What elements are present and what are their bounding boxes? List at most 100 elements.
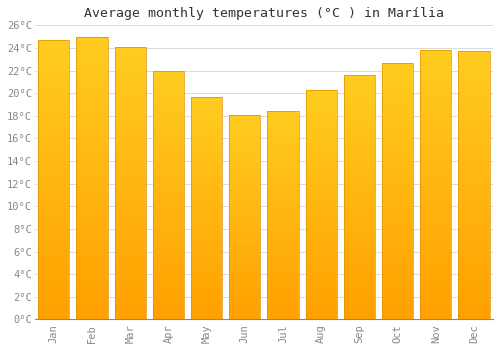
Bar [420,296,452,299]
Bar [382,255,413,258]
Bar [382,310,413,313]
Bar [420,229,452,232]
Bar [76,270,108,273]
Bar [344,185,375,188]
Bar [306,222,337,225]
Bar [229,268,260,271]
Bar [152,241,184,245]
Bar [306,127,337,130]
Bar [458,266,490,269]
Bar [344,182,375,185]
Bar [76,100,108,104]
Bar [191,141,222,144]
Bar [76,61,108,65]
Bar [344,197,375,200]
Bar [382,214,413,217]
Bar [268,267,298,270]
Bar [152,257,184,260]
Bar [191,250,222,253]
Bar [458,159,490,162]
Bar [76,51,108,54]
Bar [306,147,337,150]
Bar [306,167,337,170]
Bar [229,258,260,260]
Bar [458,306,490,309]
Bar [344,255,375,258]
Bar [458,152,490,155]
Bar [152,217,184,220]
Bar [382,294,413,297]
Bar [191,122,222,124]
Bar [306,153,337,156]
Bar [420,282,452,286]
Bar [191,119,222,122]
Bar [306,90,337,320]
Bar [152,176,184,180]
Bar [229,186,260,189]
Bar [191,286,222,289]
Bar [38,288,70,292]
Bar [114,244,146,248]
Bar [458,256,490,259]
Bar [344,75,375,320]
Bar [76,214,108,217]
Bar [38,162,70,166]
Bar [229,235,260,238]
Bar [344,164,375,167]
Bar [458,125,490,128]
Bar [306,262,337,265]
Bar [306,187,337,190]
Bar [229,219,260,222]
Bar [229,135,260,138]
Bar [229,222,260,225]
Bar [420,272,452,276]
Bar [344,173,375,176]
Bar [191,166,222,169]
Bar [191,228,222,230]
Bar [191,183,222,186]
Bar [306,245,337,248]
Bar [420,191,452,195]
Bar [152,195,184,198]
Bar [420,175,452,178]
Bar [114,258,146,261]
Bar [38,190,70,194]
Bar [268,166,298,168]
Bar [268,299,298,301]
Bar [306,193,337,196]
Bar [420,313,452,316]
Bar [114,306,146,309]
Bar [191,194,222,197]
Bar [229,273,260,276]
Bar [306,133,337,136]
Bar [152,120,184,124]
Bar [306,190,337,193]
Bar [152,295,184,298]
Bar [38,257,70,260]
Bar [268,233,298,236]
Bar [268,122,298,124]
Bar [306,119,337,121]
Bar [38,260,70,264]
Bar [268,228,298,231]
Bar [458,132,490,135]
Bar [152,226,184,229]
Bar [268,192,298,195]
Bar [76,249,108,252]
Bar [344,271,375,274]
Bar [152,276,184,279]
Bar [152,89,184,92]
Bar [191,113,222,116]
Bar [191,130,222,133]
Bar [268,288,298,291]
Bar [420,161,452,164]
Bar [344,286,375,289]
Bar [268,307,298,309]
Bar [420,212,452,215]
Bar [382,136,413,140]
Bar [382,197,413,201]
Bar [420,128,452,131]
Bar [229,304,260,307]
Bar [420,249,452,252]
Bar [382,88,413,91]
